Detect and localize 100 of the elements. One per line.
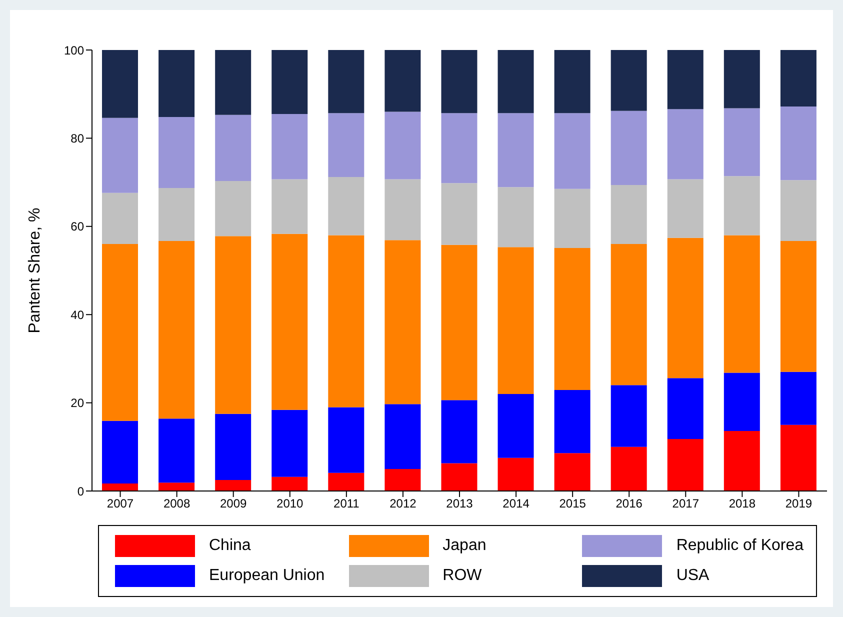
bar xyxy=(780,424,816,491)
bar xyxy=(215,180,252,236)
bar xyxy=(441,244,478,400)
bar xyxy=(384,50,421,112)
bar xyxy=(272,179,308,234)
bar xyxy=(102,420,138,484)
bar xyxy=(158,240,195,419)
x-tick-label: 2010 xyxy=(276,496,304,511)
bar xyxy=(102,484,138,491)
y-tick-label: 100 xyxy=(64,43,84,58)
x-tick-label: 2013 xyxy=(446,496,474,511)
bar xyxy=(498,187,534,248)
bar xyxy=(667,109,704,180)
bar xyxy=(328,472,364,491)
bar xyxy=(328,235,364,408)
y-tick-label: 80 xyxy=(70,131,84,146)
bar xyxy=(498,458,534,491)
bar xyxy=(384,179,421,240)
bar xyxy=(610,244,647,386)
bar xyxy=(724,50,760,108)
x-tick-label: 2007 xyxy=(106,496,134,511)
bar xyxy=(554,453,590,491)
x-tick-label: 2015 xyxy=(559,496,586,511)
bar xyxy=(272,114,308,180)
bar xyxy=(610,50,647,111)
y-tick-label: 40 xyxy=(70,308,84,322)
bar xyxy=(554,390,590,454)
bar xyxy=(554,248,590,390)
x-tick-label: 2019 xyxy=(785,496,812,511)
legend-label: European Union xyxy=(209,567,325,585)
bar xyxy=(158,482,195,491)
bar xyxy=(158,188,195,241)
bar xyxy=(610,385,647,447)
bar xyxy=(610,446,647,491)
bar xyxy=(328,407,364,473)
bar xyxy=(554,113,590,189)
x-tick-label: 2011 xyxy=(334,496,360,511)
bar xyxy=(102,244,138,421)
bar xyxy=(441,183,478,245)
legend-label: USA xyxy=(676,567,710,585)
bar xyxy=(272,50,308,114)
bar xyxy=(554,50,590,114)
y-tick-label: 0 xyxy=(77,484,84,498)
bar xyxy=(780,180,816,241)
bar xyxy=(724,176,760,236)
bar xyxy=(724,108,760,176)
bar xyxy=(554,188,590,248)
bar xyxy=(498,113,534,188)
x-tick-label: 2008 xyxy=(163,496,190,511)
bar xyxy=(780,50,816,106)
bar xyxy=(780,240,816,372)
x-tick-label: 2009 xyxy=(220,496,248,511)
bar xyxy=(384,468,421,491)
bar xyxy=(215,480,252,491)
bar xyxy=(724,372,760,432)
bar xyxy=(158,117,195,188)
bar xyxy=(384,404,421,469)
legend-label: Japan xyxy=(442,537,486,555)
bar xyxy=(272,234,308,410)
legend-label: ROW xyxy=(442,567,482,585)
bar xyxy=(215,414,252,480)
y-tick-label: 20 xyxy=(70,396,84,410)
bar xyxy=(215,114,252,181)
bar xyxy=(610,110,647,185)
bar xyxy=(441,113,478,184)
bar xyxy=(441,400,478,464)
y-axis-title: Pantent Share, % xyxy=(26,208,44,334)
bar xyxy=(384,112,421,180)
bar xyxy=(610,184,647,244)
bar xyxy=(667,238,704,378)
bar xyxy=(102,50,138,118)
bar xyxy=(328,177,364,236)
bar xyxy=(780,372,816,425)
x-tick-label: 2018 xyxy=(728,496,756,511)
x-tick-label: 2012 xyxy=(390,496,417,511)
bar xyxy=(215,236,252,414)
x-tick-label: 2016 xyxy=(616,496,643,511)
bar xyxy=(780,106,816,180)
y-tick-label: 60 xyxy=(70,220,84,234)
bar xyxy=(328,113,364,178)
bar xyxy=(667,179,704,238)
bar xyxy=(158,50,195,118)
bar xyxy=(498,50,534,114)
bar xyxy=(215,50,252,115)
bar xyxy=(328,50,364,114)
bar xyxy=(102,118,138,193)
bar xyxy=(441,463,478,491)
bar xyxy=(667,378,704,439)
bar xyxy=(667,50,704,110)
bar xyxy=(724,235,760,373)
bar xyxy=(498,247,534,394)
bar xyxy=(272,476,308,491)
bar xyxy=(102,192,138,244)
legend-label: Republic of Korea xyxy=(676,537,804,555)
bar xyxy=(158,418,195,483)
bar xyxy=(272,410,308,477)
x-tick-label: 2017 xyxy=(672,496,700,511)
bar xyxy=(498,394,534,458)
bar xyxy=(724,431,760,491)
bar xyxy=(384,240,421,404)
